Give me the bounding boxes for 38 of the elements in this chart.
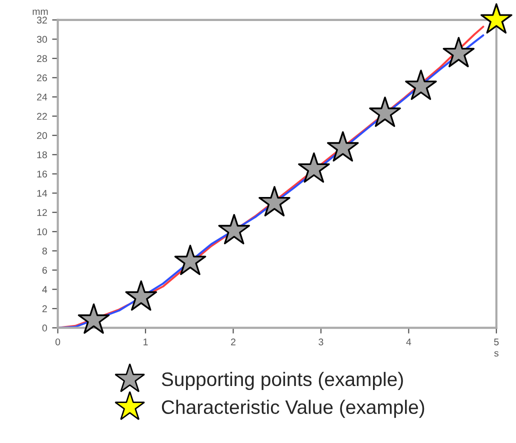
y-tick-label: 10: [37, 228, 47, 236]
y-tick-label: 24: [37, 94, 48, 100]
x-tick-label: 4: [406, 338, 412, 346]
y-tick-label: 26: [37, 74, 47, 82]
legend-label: Characteristic Value (example): [162, 400, 424, 418]
x-tick-label: 0: [55, 338, 60, 346]
point: [174, 244, 206, 276]
point: [480, 3, 512, 34]
y-tick-label: 12: [37, 209, 47, 216]
y-tick-label: 16: [37, 170, 47, 178]
y-tick-label: 20: [37, 132, 47, 140]
point: [326, 131, 359, 162]
point: [369, 96, 401, 127]
point: [218, 214, 250, 244]
y-tick-label: 14: [37, 190, 48, 197]
point: [405, 70, 437, 100]
y-tick-label: 8: [42, 248, 47, 254]
y-tick-label: 32: [36, 16, 47, 24]
y-tick-label: 18: [37, 151, 47, 158]
point: [78, 303, 110, 334]
x-tick-label: 3: [318, 338, 324, 346]
y-tick-label: 0: [42, 324, 47, 332]
x-tick-label: 1: [144, 338, 148, 346]
x-axis-title: s: [494, 351, 498, 357]
y-tick-label: 30: [36, 36, 47, 43]
point: [258, 186, 290, 216]
y-tick-label: 22: [37, 112, 47, 120]
point: [298, 152, 330, 183]
y-tick-label: 6: [42, 266, 47, 274]
legend-label: Supporting points (example): [162, 372, 403, 390]
y-tick-label: 28: [37, 55, 47, 62]
x-tick-label: 2: [231, 338, 236, 346]
y-tick-label: 2: [42, 305, 47, 312]
x-tick-label: 5: [494, 338, 499, 346]
point: [442, 36, 475, 68]
point: [125, 280, 158, 311]
y-tick-label: 4: [42, 286, 48, 293]
y-axis-title: mm: [32, 10, 48, 15]
